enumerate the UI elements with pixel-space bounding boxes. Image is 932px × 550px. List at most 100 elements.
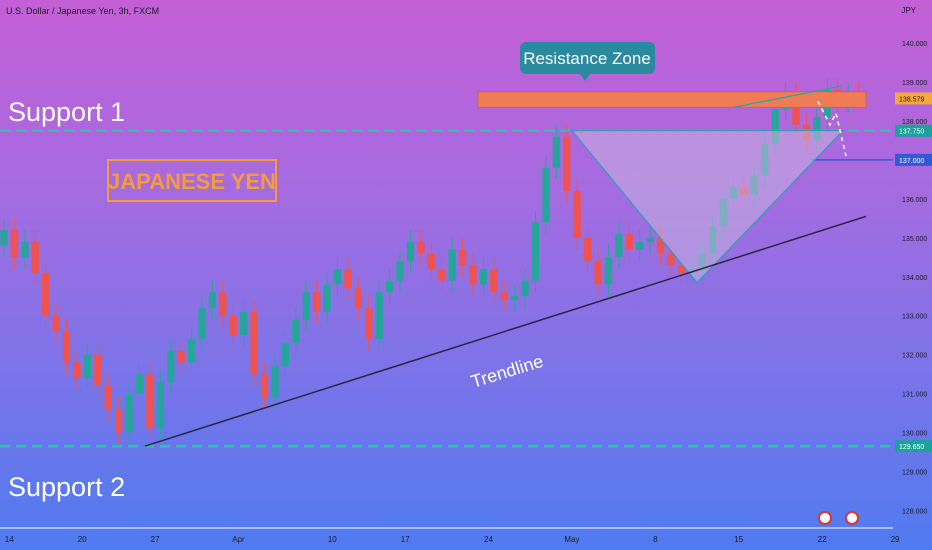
candle-body	[281, 342, 290, 367]
level-137000-tag: 137.000	[899, 158, 924, 165]
axes-group: 140.000 139.000 138.000 136.000 135.000 134.0…	[0, 41, 932, 544]
japanese-yen-box	[107, 159, 277, 202]
y-tick-label: 133.000	[902, 314, 927, 321]
x-tick-label: 17	[401, 535, 410, 544]
x-tick-label: 10	[328, 535, 337, 544]
candle-body	[490, 268, 498, 293]
candle-body	[500, 292, 508, 301]
candle-body	[542, 167, 550, 223]
resistance-label-pointer	[580, 74, 590, 81]
candle-body	[469, 265, 477, 285]
y-tick-label: 130.000	[902, 431, 927, 438]
candle-body	[511, 296, 519, 301]
y-tick-label: 140.000	[902, 41, 927, 48]
x-tick-label: 20	[78, 535, 87, 544]
x-tick-label: 14	[5, 535, 14, 544]
candle-body	[615, 233, 623, 258]
y-tick-label: 132.000	[902, 353, 927, 360]
candle-body	[406, 241, 415, 262]
candle-body	[114, 409, 123, 433]
candle-body	[73, 362, 81, 379]
level-129650-tag: 129.650	[899, 444, 924, 451]
candle-body	[521, 280, 529, 297]
support1-label: Support 1	[8, 97, 125, 127]
support2-label: Support 2	[8, 472, 125, 502]
y-tick-label: 139.000	[902, 80, 927, 87]
candle-body	[458, 249, 467, 266]
candle-body	[313, 292, 321, 312]
candle-body	[208, 292, 217, 308]
candle-body	[94, 354, 102, 386]
symbol-title: U.S. Dollar / Japanese Yen, 3h, FXCM	[6, 6, 160, 16]
candle-body	[646, 237, 654, 242]
candle-body	[229, 315, 237, 336]
candle-body	[146, 374, 154, 429]
candle-body	[104, 385, 112, 410]
candle-body	[479, 268, 488, 285]
candle-body	[0, 230, 8, 246]
candle-body	[167, 350, 175, 382]
level-129650-tag-bg	[895, 440, 932, 453]
candle-body	[438, 268, 446, 281]
resistance-label-box	[520, 42, 655, 74]
y-tick-label: 136.000	[902, 197, 927, 204]
candle-body	[813, 117, 821, 141]
candle-body	[583, 237, 592, 262]
resistance-zone	[477, 91, 867, 108]
event-marker-icon	[818, 511, 832, 525]
candle-body	[344, 268, 352, 289]
level-137000-tag-bg	[895, 153, 932, 166]
trendline-label: Trendline	[469, 351, 546, 392]
candle-body	[604, 257, 613, 285]
candle-body	[83, 354, 92, 379]
current-price-tag: 138.579	[899, 96, 924, 103]
event-marker-icon	[845, 511, 859, 525]
candle-body	[667, 253, 675, 266]
level-137750-tag-bg	[895, 124, 932, 137]
candle-body	[219, 292, 227, 316]
candle-body	[240, 311, 248, 336]
candle-body	[52, 315, 60, 332]
y-tick-label: 135.000	[902, 236, 927, 243]
candle-body	[792, 93, 800, 125]
y-tick-label: 134.000	[902, 275, 927, 282]
x-tick-label: Apr	[232, 535, 245, 544]
current-price-tag-bg	[895, 92, 932, 105]
candle-body	[417, 241, 425, 254]
projection-arrow	[817, 101, 847, 157]
candle-body	[375, 292, 383, 340]
x-tick-label: 15	[734, 535, 743, 544]
candle-body	[302, 292, 310, 320]
x-tick-label: 27	[151, 535, 160, 544]
candle-body	[427, 253, 435, 269]
candle-body	[636, 241, 644, 250]
x-tick-label: 22	[818, 535, 827, 544]
candle-body	[10, 230, 19, 258]
resistance-label: Resistance Zone	[523, 49, 651, 68]
candle-body	[198, 307, 206, 340]
candle-body	[573, 191, 581, 238]
japanese-yen-label: JAPANESE YEN	[108, 169, 276, 194]
candle-body	[260, 374, 269, 398]
candle-body	[594, 261, 602, 285]
candle-body	[771, 109, 779, 145]
level-137750-tag: 137.750	[899, 129, 924, 136]
currency-label: JPY	[901, 6, 916, 15]
candle-body	[552, 136, 560, 168]
candle-body	[187, 339, 196, 363]
x-tick-label: 29	[891, 535, 900, 544]
candle-body	[448, 249, 456, 281]
y-tick-label: 129.000	[902, 470, 927, 477]
candle-body	[177, 350, 185, 363]
candle-body	[625, 233, 633, 250]
wedge-top-line	[733, 85, 843, 108]
candle-body	[354, 288, 362, 308]
candle-body	[365, 307, 373, 340]
candle-body	[250, 311, 258, 375]
x-tick-label: 8	[653, 535, 658, 544]
x-tick-label: 24	[484, 535, 493, 544]
candle-body	[333, 268, 342, 285]
candle-body	[656, 237, 665, 254]
candle-body	[531, 222, 540, 281]
